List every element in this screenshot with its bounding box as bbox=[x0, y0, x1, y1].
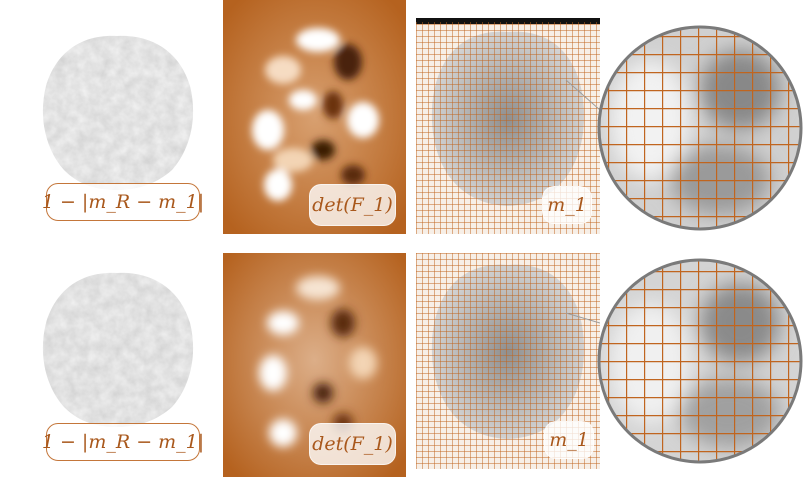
deformed-grid-image bbox=[416, 253, 600, 469]
difference-map-image bbox=[42, 272, 194, 428]
determinant-label: det(F_1) bbox=[309, 184, 396, 226]
figure-row-1: 1 − |m_R − m_1| det(F_1) bbox=[0, 0, 812, 234]
zoom-inset-image bbox=[597, 258, 803, 464]
jacobian-determinant-panel: det(F_1) bbox=[223, 253, 406, 487]
figure-row-2: 1 − |m_R − m_1| det(F_1) bbox=[0, 253, 812, 487]
difference-label: 1 − |m_R − m_1| bbox=[42, 423, 204, 461]
deformed-grid-panel: m_1 bbox=[416, 0, 600, 234]
deformed-grid-panel: m_1 bbox=[416, 253, 600, 487]
mesh-label: m_1 bbox=[542, 186, 592, 224]
difference-map-panel: 1 − |m_R − m_1| bbox=[22, 0, 212, 234]
difference-map-panel: 1 − |m_R − m_1| bbox=[22, 253, 212, 487]
difference-map-image bbox=[42, 35, 194, 191]
mesh-label: m_1 bbox=[544, 421, 594, 459]
zoom-inset-image bbox=[597, 25, 803, 231]
zoom-inset-panel bbox=[590, 0, 806, 234]
difference-label: 1 − |m_R − m_1| bbox=[42, 183, 204, 221]
zoom-inset-panel bbox=[590, 253, 806, 487]
determinant-label: det(F_1) bbox=[309, 423, 396, 465]
jacobian-determinant-panel: det(F_1) bbox=[223, 0, 406, 234]
